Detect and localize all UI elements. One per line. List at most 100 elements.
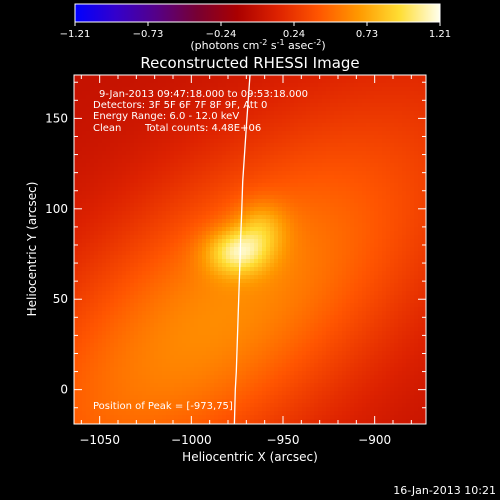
heatmap-cell [338, 271, 343, 276]
heatmap-cell [310, 111, 315, 116]
heatmap-cell [206, 183, 211, 188]
heatmap-cell [298, 107, 303, 112]
heatmap-cell [210, 207, 215, 212]
heatmap-cell [118, 215, 123, 220]
heatmap-cell [230, 147, 235, 152]
heatmap-cell [158, 291, 163, 296]
heatmap-cell [370, 123, 375, 128]
heatmap-cell [426, 187, 431, 192]
heatmap-cell [202, 79, 207, 84]
heatmap-cell [422, 259, 426, 264]
heatmap-cell [82, 195, 87, 200]
heatmap-cell [366, 167, 371, 172]
heatmap-cell [362, 143, 367, 148]
heatmap-cell [170, 187, 175, 192]
heatmap-cell [390, 211, 395, 216]
heatmap-cell [390, 123, 395, 128]
heatmap-cell [222, 295, 227, 300]
heatmap-cell [402, 87, 407, 92]
heatmap-cell [90, 235, 95, 240]
heatmap-cell [382, 147, 387, 152]
heatmap-cell [402, 91, 407, 96]
heatmap-cell [226, 211, 231, 216]
heatmap-cell [262, 107, 267, 112]
heatmap-cell [346, 271, 351, 276]
heatmap-cell [406, 179, 411, 184]
heatmap-cell [146, 131, 151, 136]
heatmap-image [74, 75, 431, 424]
heatmap-cell [402, 223, 407, 228]
heatmap-cell [94, 235, 99, 240]
heatmap-cell [174, 243, 179, 248]
heatmap-cell [98, 107, 103, 112]
heatmap-cell [194, 91, 199, 96]
heatmap-cell [426, 231, 431, 236]
heatmap-cell [346, 215, 351, 220]
heatmap-cell [414, 223, 419, 228]
heatmap-cell [302, 79, 307, 84]
heatmap-cell [414, 115, 419, 120]
heatmap-cell [246, 291, 251, 296]
heatmap-cell [262, 203, 267, 208]
heatmap-cell [182, 195, 187, 200]
heatmap-cell [98, 235, 103, 240]
heatmap-cell [250, 239, 255, 244]
heatmap-cell [302, 123, 307, 128]
heatmap-cell [310, 139, 315, 144]
heatmap-cell [362, 191, 367, 196]
heatmap-cell [198, 143, 203, 148]
heatmap-cell [338, 123, 343, 128]
heatmap-cell [106, 75, 111, 80]
heatmap-cell [354, 135, 359, 140]
heatmap-cell [398, 115, 403, 120]
heatmap-cell [142, 231, 147, 236]
heatmap-cell [150, 155, 155, 160]
heatmap-cell [150, 267, 155, 272]
heatmap-cell [138, 107, 143, 112]
heatmap-cell [134, 123, 139, 128]
heatmap-cell [354, 175, 359, 180]
heatmap-cell [406, 175, 411, 180]
heatmap-cell [374, 187, 379, 192]
heatmap-cell [182, 107, 187, 112]
heatmap-cell [422, 143, 426, 148]
heatmap-cell [314, 183, 319, 188]
heatmap-cell [210, 147, 215, 152]
heatmap-cell [294, 295, 299, 300]
heatmap-cell [346, 83, 351, 88]
heatmap-cell [426, 175, 431, 180]
heatmap-cell [162, 99, 167, 104]
heatmap-cell [314, 283, 319, 288]
heatmap-cell [82, 79, 87, 84]
heatmap-cell [286, 155, 291, 160]
heatmap-cell [346, 195, 351, 200]
heatmap-cell [174, 119, 179, 124]
heatmap-cell [426, 155, 431, 160]
heatmap-cell [318, 87, 323, 92]
heatmap-cell [306, 255, 311, 260]
heatmap-cell [302, 151, 307, 156]
heatmap-cell [402, 155, 407, 160]
heatmap-cell [102, 203, 107, 208]
heatmap-cell [234, 83, 239, 88]
heatmap-cell [398, 179, 403, 184]
heatmap-cell [294, 251, 299, 256]
heatmap-cell [98, 75, 103, 80]
heatmap-cell [278, 131, 283, 136]
heatmap-cell [226, 287, 231, 292]
heatmap-cell [306, 291, 311, 296]
heatmap-cell [138, 135, 143, 140]
heatmap-cell [258, 179, 263, 184]
heatmap-cell [318, 243, 323, 248]
heatmap-cell [182, 211, 187, 216]
heatmap-cell [390, 271, 395, 276]
heatmap-cell [126, 259, 131, 264]
heatmap-cell [198, 255, 203, 260]
heatmap-cell [182, 139, 187, 144]
heatmap-cell [270, 235, 275, 240]
heatmap-cell [206, 231, 211, 236]
heatmap-cell [270, 203, 275, 208]
heatmap-cell [258, 155, 263, 160]
heatmap-cell [106, 275, 111, 280]
heatmap-cell [194, 271, 199, 276]
